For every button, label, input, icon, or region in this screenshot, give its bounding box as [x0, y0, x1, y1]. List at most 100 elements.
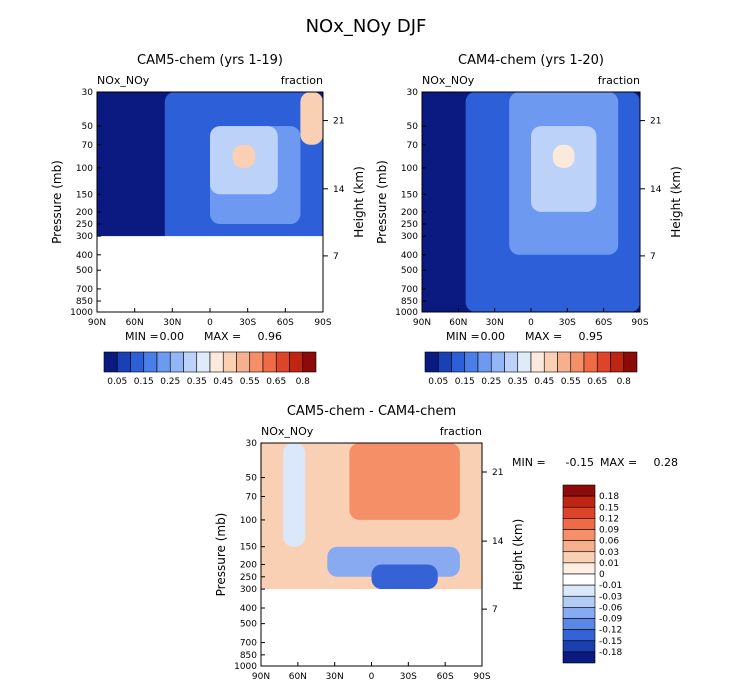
- colorbar-swatch: [623, 351, 638, 373]
- colorbar-label: 0.15: [134, 377, 154, 387]
- max-value: 0.28: [654, 456, 679, 469]
- x-tick-label: 60S: [595, 318, 612, 328]
- x-tick-label: 60S: [437, 672, 454, 682]
- colorbar-swatch: [562, 495, 596, 508]
- y-tick-label: 400: [401, 251, 418, 261]
- colorbar-swatch: [437, 351, 452, 373]
- colorbar-label: 0.18: [599, 492, 619, 502]
- colorbar-label: 0.65: [266, 377, 286, 387]
- colorbar-label: 0.35: [508, 377, 528, 387]
- y-tick-label: 200: [240, 561, 257, 571]
- y-tick-label: 200: [76, 208, 93, 218]
- x-tick-label: 60S: [277, 318, 294, 328]
- colorbar: 0.05 0.15 0.25 0.35 0.45 0.55 0.65 0.8: [424, 351, 638, 387]
- y-tick-label: 100: [76, 164, 93, 174]
- y-axis-label-right: Height (km): [669, 166, 683, 237]
- units-label: fraction: [440, 425, 482, 438]
- chart-panel-2: CAM4-chem (yrs 1-20) NOx_NOy fraction 30 50 7…: [375, 53, 683, 387]
- y-tick-label: 850: [76, 297, 93, 307]
- colorbar-label: 0.8: [296, 377, 311, 387]
- y-tick-label: 500: [76, 266, 93, 276]
- y-tick-label: 150: [401, 190, 418, 200]
- contour-zone: [232, 144, 256, 168]
- colorbar-label: -0.12: [599, 626, 622, 636]
- y-tick-label: 1000: [70, 308, 93, 318]
- units-label: fraction: [598, 74, 640, 87]
- colorbar: 0.05 0.15 0.25 0.35 0.45 0.55 0.65 0.8: [103, 351, 317, 387]
- x-tick-label: 30N: [486, 318, 504, 328]
- colorbar-swatch: [562, 518, 596, 530]
- contour-zone: [531, 126, 597, 212]
- colorbar-swatch: [530, 351, 545, 373]
- colorbar-label: -0.03: [599, 592, 622, 602]
- min-label: MIN =: [446, 330, 480, 343]
- y-axis-label: Pressure (mb): [50, 160, 64, 244]
- y-tick-label: 700: [76, 285, 93, 295]
- colorbar-label: 0.45: [534, 377, 554, 387]
- x-tick-label: 90S: [314, 318, 331, 328]
- colorbar-swatch: [543, 351, 558, 373]
- colorbar-swatch: [562, 562, 596, 575]
- contour-zone: [283, 443, 306, 547]
- colorbar-swatch: [583, 351, 598, 373]
- colorbar-swatch: [562, 640, 596, 653]
- max-label: MAX =: [600, 456, 637, 469]
- colorbar-swatch: [196, 351, 211, 373]
- y-tick-label: 300: [240, 585, 257, 595]
- x-tick-label: 90N: [88, 318, 106, 328]
- y-tick-label: 400: [76, 251, 93, 261]
- x-tick-label: 30S: [559, 318, 576, 328]
- contour-zone: [371, 564, 438, 590]
- min-label: MIN =: [512, 456, 546, 469]
- y-tick-label: 70: [82, 141, 94, 151]
- colorbar-swatch: [103, 351, 118, 373]
- y-tick-label: 300: [401, 232, 418, 242]
- masked-region: [261, 589, 482, 666]
- min-value: 0.00: [160, 330, 185, 343]
- x-tick-label: 60N: [126, 318, 144, 328]
- colorbar-swatch: [222, 351, 237, 373]
- height-tick-label: 21: [333, 117, 344, 127]
- colorbar-label: -0.09: [599, 615, 623, 625]
- colorbar-swatch: [275, 351, 290, 373]
- x-tick-label: 90N: [252, 672, 270, 682]
- x-tick-label: 90S: [473, 672, 490, 682]
- y-tick-label: 700: [401, 285, 418, 295]
- colorbar-swatch: [451, 351, 466, 373]
- y-tick-label: 70: [246, 493, 258, 503]
- x-tick-label: 60N: [449, 318, 467, 328]
- y-axis-label-right: Height (km): [352, 166, 366, 237]
- y-tick-label: 700: [240, 639, 257, 649]
- colorbar-label: 0: [599, 570, 605, 580]
- masked-region: [97, 236, 323, 312]
- variable-label: NOx_NOy: [261, 425, 314, 438]
- colorbar-swatch: [596, 351, 611, 373]
- y-tick-label: 70: [407, 141, 419, 151]
- colorbar-label: 0.05: [428, 377, 448, 387]
- colorbar-swatch: [183, 351, 198, 373]
- min-label: MIN =: [125, 330, 159, 343]
- panel-title: CAM4-chem (yrs 1-20): [458, 53, 604, 68]
- y-axis-label: Pressure (mb): [375, 160, 389, 244]
- colorbar-label: 0.8: [617, 377, 632, 387]
- y-tick-label: 400: [240, 604, 257, 614]
- y-tick-label: 1000: [234, 662, 257, 672]
- colorbar: 0.180.150.120.090.060.030.010-0.01-0.03-…: [562, 484, 623, 664]
- max-label: MAX =: [525, 330, 562, 343]
- x-tick-label: 60N: [289, 672, 307, 682]
- contour-zone: [300, 92, 323, 145]
- variable-label: NOx_NOy: [97, 74, 150, 87]
- min-value: 0.00: [481, 330, 506, 343]
- colorbar-swatch: [562, 584, 596, 597]
- chart-panel-3: CAM5-chem - CAM4-chem NOx_NOy fraction 30 50…: [214, 404, 678, 682]
- chart-panel-1: CAM5-chem (yrs 1-19) NOx_NOy fraction 30 50 7…: [50, 53, 366, 387]
- y-tick-label: 100: [240, 516, 257, 526]
- height-tick-label: 14: [333, 185, 345, 195]
- max-label: MAX =: [204, 330, 241, 343]
- height-tick-label: 14: [650, 185, 662, 195]
- colorbar-swatch: [249, 351, 264, 373]
- colorbar-swatch: [557, 351, 572, 373]
- height-tick-label: 21: [492, 468, 503, 478]
- colorbar-swatch: [116, 351, 131, 373]
